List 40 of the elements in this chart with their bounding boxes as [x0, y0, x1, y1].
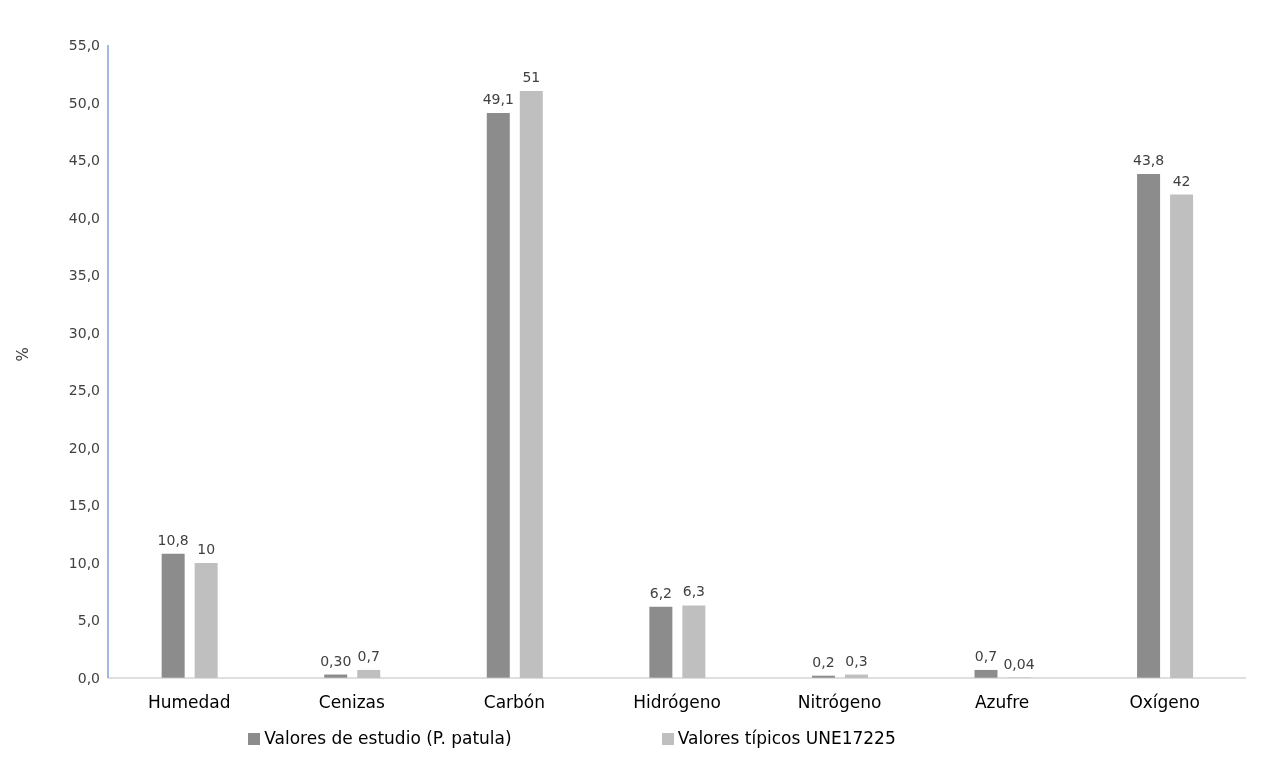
- data-label: 6,3: [682, 583, 705, 600]
- legend-label: Valores de estudio (P. patula): [264, 728, 512, 748]
- bar: [161, 553, 185, 678]
- data-label: 51: [522, 69, 541, 86]
- y-tick-label: 45,0: [68, 152, 100, 169]
- data-label: 10: [197, 540, 216, 557]
- data-label: 0,04: [1003, 655, 1035, 672]
- bar: [649, 606, 673, 678]
- data-label: 0,2: [812, 653, 835, 670]
- y-tick-label: 55,0: [68, 36, 100, 53]
- data-label: 6,2: [649, 584, 672, 601]
- x-tick-label: Azufre: [974, 692, 1030, 713]
- data-label: 49,1: [482, 90, 514, 107]
- legend-label: Valores típicos UNE17225: [677, 728, 896, 748]
- y-tick-label: 25,0: [68, 382, 100, 399]
- data-label: 43,8: [1132, 151, 1165, 168]
- x-tick-label: Humedad: [148, 692, 231, 713]
- data-label: 0,3: [845, 652, 868, 669]
- y-tick-label: 10,0: [68, 554, 100, 571]
- y-tick-label: 50,0: [68, 94, 100, 111]
- data-label: 0,7: [357, 647, 380, 664]
- x-tick-label: Oxígeno: [1129, 692, 1201, 713]
- y-tick-label: 20,0: [68, 439, 100, 456]
- bar: [1137, 173, 1161, 678]
- y-tick-label: 5,0: [77, 612, 100, 629]
- y-axis-title: %: [14, 347, 33, 362]
- y-tick-label: 35,0: [68, 267, 100, 284]
- x-tick-label: Cenizas: [318, 692, 386, 713]
- bar: [486, 112, 510, 678]
- data-label: 42: [1172, 172, 1191, 189]
- y-tick-label: 0,0: [77, 669, 100, 686]
- y-tick-label: 30,0: [68, 324, 100, 341]
- data-label: 10,8: [157, 531, 189, 548]
- data-label: 0,7: [974, 647, 998, 664]
- x-tick-label: Nitrógeno: [797, 692, 882, 713]
- y-tick-label: 40,0: [68, 209, 100, 226]
- y-tick-label: 15,0: [68, 497, 100, 514]
- data-label: 0,30: [320, 652, 352, 669]
- x-tick-label: Carbón: [483, 692, 546, 713]
- x-tick-label: Hidrógeno: [633, 692, 721, 713]
